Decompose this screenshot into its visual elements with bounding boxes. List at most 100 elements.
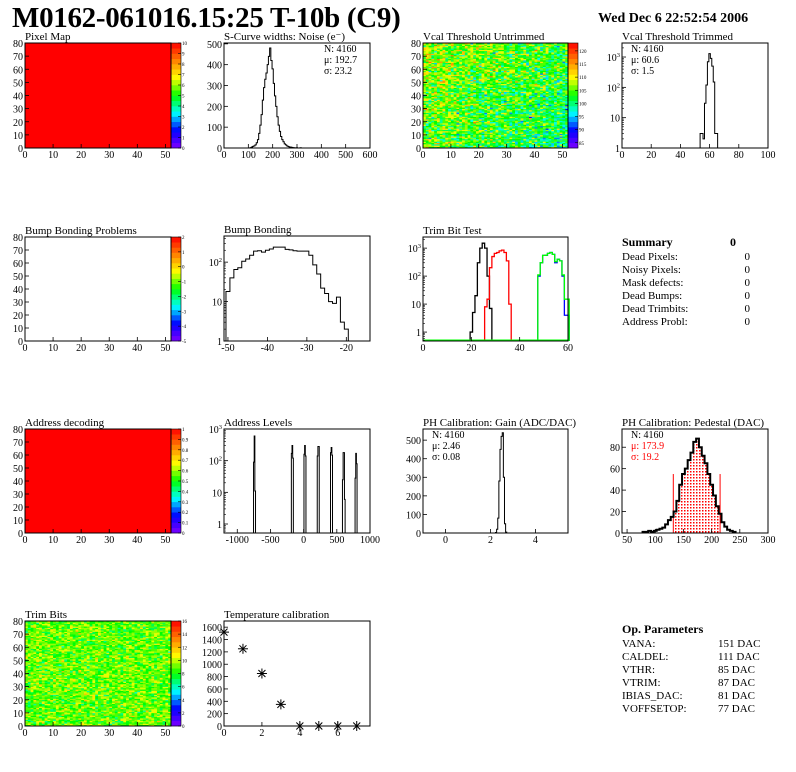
heatmap-cell (515, 99, 519, 102)
heatmap-cell (489, 130, 494, 133)
heatmap-cell (473, 142, 477, 145)
heatmap-cell (520, 78, 524, 81)
heatmap-cell (459, 107, 463, 109)
heatmap-cell (442, 54, 446, 57)
heatmap-cell (30, 670, 34, 673)
heatmap-cell (526, 129, 530, 132)
heatmap-cell (436, 130, 441, 133)
heatmap-cell (556, 134, 560, 137)
heatmap-cell (492, 78, 496, 81)
stats-line: N: 4160 (324, 44, 357, 55)
heatmap-cell (534, 104, 538, 107)
heatmap-cell (556, 70, 560, 73)
heatmap-cell (423, 109, 427, 112)
heatmap-cell (489, 46, 494, 49)
heatmap-cell (487, 56, 491, 58)
heatmap-cell (475, 61, 480, 63)
heatmap-cell (515, 66, 519, 69)
heatmap-cell (548, 82, 552, 84)
heatmap-cell (473, 79, 477, 82)
heatmap-cell (520, 140, 524, 142)
heatmap-cell (506, 69, 510, 71)
heatmap-cell (439, 54, 443, 57)
heatmap-cell (423, 85, 427, 87)
heatmap-cell (540, 48, 544, 50)
heatmap-cell (425, 94, 429, 96)
heatmap-cell (551, 81, 555, 83)
heatmap-cell (562, 82, 566, 84)
heatmap-cell (453, 103, 457, 105)
heatmap-cell (464, 46, 468, 49)
heatmap-cell (27, 627, 31, 630)
heatmap-cell (559, 85, 563, 87)
heatmap-cell (30, 648, 34, 651)
heatmap-cell (484, 81, 488, 83)
heatmap-cell (542, 49, 546, 52)
heatmap-cell (462, 71, 466, 74)
heatmap-cell (423, 56, 427, 58)
heatmap-cell (484, 85, 488, 87)
heatmap-cell (450, 109, 454, 112)
heatmap-cell (556, 74, 560, 77)
heatmap-cell (526, 134, 530, 137)
heatmap-cell (523, 90, 527, 92)
heatmap-cell (470, 96, 474, 99)
heatmap-cell (470, 87, 474, 90)
heatmap-cell (540, 91, 544, 94)
heatmap-cell (448, 121, 452, 124)
heatmap-cell (423, 71, 427, 74)
heatmap-cell (559, 109, 563, 112)
heatmap-cell (431, 75, 435, 78)
heatmap-cell (556, 141, 560, 144)
heatmap-cell (492, 83, 496, 86)
heatmap-cell (489, 45, 494, 48)
heatmap-cell (506, 94, 510, 96)
heatmap-cell (503, 130, 507, 133)
heatmap-cell (453, 128, 457, 130)
heatmap-cell (540, 50, 544, 53)
heatmap-cell (537, 77, 541, 79)
heatmap-cell (462, 83, 466, 86)
heatmap-cell (27, 656, 31, 659)
heatmap-cell (425, 79, 429, 82)
heatmap-cell (562, 77, 566, 79)
heatmap-cell (506, 144, 510, 146)
heatmap-cell (30, 643, 34, 645)
chart-vcal-untrimmed: Vcal Threshold Untrimmed8590951001051101… (411, 31, 587, 161)
heatmap-cell (436, 113, 441, 116)
heatmap-cell (445, 54, 449, 57)
heatmap-cell (526, 124, 530, 126)
heatmap-cell (517, 60, 521, 62)
heatmap-cell (515, 95, 519, 98)
heatmap-cell (540, 60, 544, 62)
x-tick-label: -20 (340, 343, 353, 354)
heatmap-cell (495, 115, 499, 117)
heatmap-cell (470, 116, 474, 119)
heatmap-cell (484, 113, 488, 116)
heatmap-cell (439, 71, 443, 74)
heatmap-cell (501, 64, 505, 66)
heatmap-cell (30, 660, 34, 662)
heatmap-cell (27, 685, 31, 687)
heatmap-cell (428, 88, 432, 91)
heatmap-cell (478, 128, 482, 130)
heatmap-cell (428, 142, 432, 145)
heatmap-cell (467, 120, 471, 123)
heatmap-cell (509, 138, 513, 141)
heatmap-cell (520, 99, 524, 102)
heatmap-cell (545, 127, 549, 129)
heatmap-cell (464, 44, 468, 46)
heatmap-cell (453, 102, 457, 104)
stats-line: σ: 0.08 (432, 452, 460, 463)
heatmap-cell (30, 642, 34, 644)
heatmap-cell (470, 75, 474, 78)
y-tick-label: 40 (13, 92, 23, 103)
heatmap-cell (489, 108, 494, 111)
heatmap-cell (515, 61, 519, 63)
heatmap-cell (462, 112, 466, 115)
heatmap-cell (515, 120, 519, 123)
heatmap-cell (431, 111, 435, 113)
heatmap-cell (515, 45, 519, 48)
heatmap-cell (520, 124, 524, 126)
heatmap-cell (459, 79, 463, 82)
